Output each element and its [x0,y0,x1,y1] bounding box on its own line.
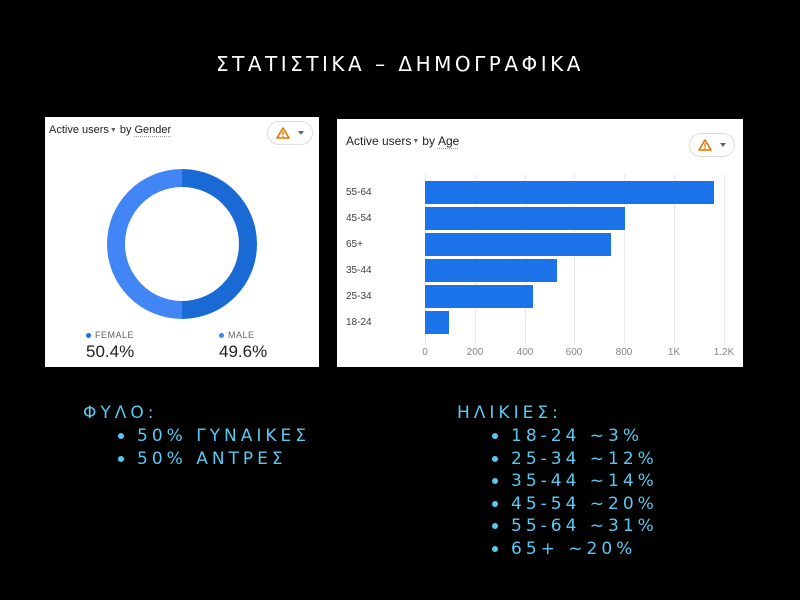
by-label: by [422,134,435,148]
dropdown-caret-icon: ▼ [109,126,117,134]
legend-value: 49.6% [219,342,268,361]
donut-segment-male [107,169,182,319]
metric-selector[interactable]: Active users ▼ [346,134,419,148]
y-axis-label: 35-44 [346,265,372,276]
gender-donut-chart [107,169,257,319]
warning-dropdown-button[interactable] [689,133,735,157]
bullet-icon [118,433,124,440]
bullet-icon [492,523,498,530]
x-tick: 0 [422,347,428,358]
bar-45-54 [425,207,625,230]
bullet-icon [492,433,498,440]
x-tick: 600 [565,347,583,358]
metric-label: Active users [49,124,109,136]
bar-18-24 [425,311,449,334]
age-chart-card: Active users ▼ by Age 55-64 45-54 65+ 35… [337,119,743,367]
x-tick: 200 [466,347,484,358]
warning-triangle-icon [698,139,712,151]
bullet-icon [492,545,498,552]
gender-summary-list: 50% ΓΥΝΑΙΚΕΣ 50% ΑΝΤΡΕΣ [83,425,310,470]
metric-selector[interactable]: Active users ▼ [49,124,117,136]
chevron-down-icon [720,143,726,147]
bar-35-44 [425,259,557,282]
gridline [624,174,625,344]
gridline [724,174,725,344]
legend-dot-icon [86,332,91,338]
bullet-icon [492,478,498,485]
gridline [674,174,675,344]
dropdown-caret-icon: ▼ [412,137,420,145]
y-axis-label: 45-54 [346,213,372,224]
slide-title: ΣΤΑΤΙΣΤΙΚΑ – ΔΗΜΟΓΡΑΦΙΚΑ [216,52,584,76]
list-item: 45-54 ~20% [457,493,658,516]
list-item: 25-34 ~12% [457,448,658,471]
gridline [574,174,575,344]
list-item: 18-24 ~3% [457,425,658,448]
bar-65-plus [425,233,611,256]
list-item: 55-64 ~31% [457,515,658,538]
x-tick: 1K [667,347,681,358]
gender-summary: ΦΥΛΟ: 50% ΓΥΝΑΙΚΕΣ 50% ΑΝΤΡΕΣ [83,403,310,470]
list-item: 35-44 ~14% [457,470,658,493]
age-summary-list: 18-24 ~3% 25-34 ~12% 35-44 ~14% 45-54 ~2… [457,425,658,560]
y-axis-label: 18-24 [346,317,372,328]
donut-segment-female [182,169,257,319]
y-axis-label: 25-34 [346,291,372,302]
legend-male: MALE 49.6% [219,330,268,361]
bar-25-34 [425,285,533,308]
warning-dropdown-button[interactable] [267,121,313,145]
y-axis-label: 55-64 [346,187,372,198]
warning-triangle-icon [276,127,290,139]
metric-label: Active users [346,134,412,148]
gender-chart-card: Active users ▼ by Gender FEMALE 50.4% MA… [45,117,319,367]
bar-55-64 [425,181,714,204]
age-summary: ΗΛΙΚΙΕΣ: 18-24 ~3% 25-34 ~12% 35-44 ~14%… [457,403,658,560]
list-item: 50% ΓΥΝΑΙΚΕΣ [83,425,310,448]
bullet-icon [492,500,498,507]
legend-dot-icon [219,332,224,338]
list-item: 65+ ~20% [457,538,658,561]
x-tick: 400 [516,347,534,358]
bullet-icon [492,455,498,462]
by-label: by [119,124,132,136]
age-bar-chart: 55-64 45-54 65+ 35-44 25-34 18-24 0 200 … [337,119,743,367]
age-summary-heading: ΗΛΙΚΙΕΣ: [457,403,562,423]
list-item: 50% ΑΝΤΡΕΣ [83,448,310,471]
bullet-icon [118,455,124,462]
dimension-link[interactable]: Gender [134,124,172,136]
x-tick: 1.2K [713,347,735,358]
age-card-header: Active users ▼ by Age [346,134,459,148]
y-axis-label: 65+ [346,239,363,250]
chevron-down-icon [298,131,304,135]
legend-female: FEMALE 50.4% [86,330,135,361]
dimension-link[interactable]: Age [437,134,460,148]
legend-value: 50.4% [86,342,135,361]
gender-summary-heading: ΦΥΛΟ: [83,403,158,423]
x-tick: 800 [615,347,633,358]
gender-card-header: Active users ▼ by Gender [49,124,171,136]
